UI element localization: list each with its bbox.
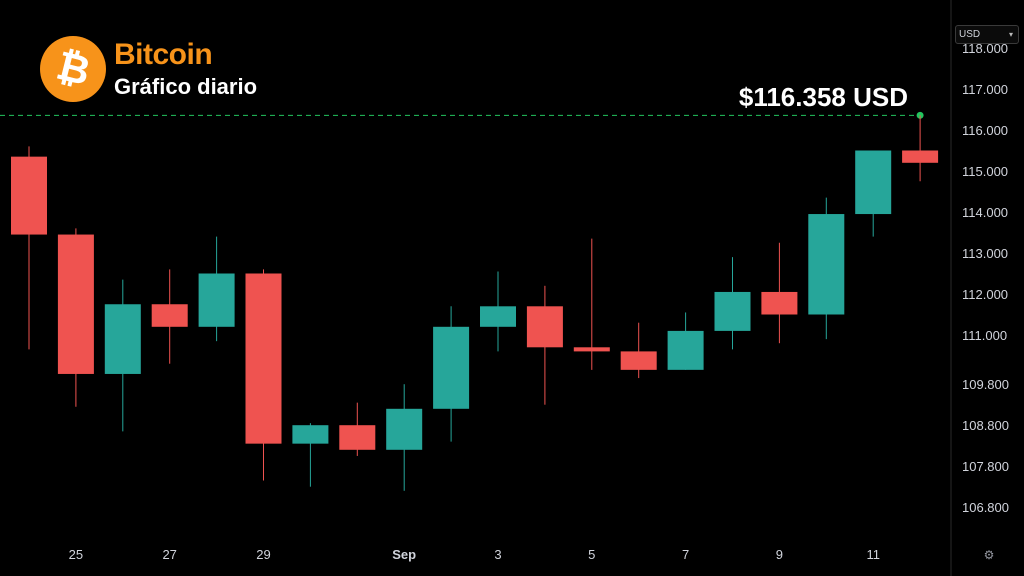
y-tick-label: 116.000 (962, 123, 1008, 138)
candle-body (620, 351, 657, 370)
candle (667, 312, 704, 370)
candle (339, 402, 376, 456)
candle-body (761, 291, 798, 315)
candle (57, 228, 94, 407)
candle (573, 238, 610, 370)
candle (11, 146, 47, 350)
candle (151, 269, 188, 364)
candle (245, 269, 282, 481)
candle (386, 384, 423, 491)
candle (761, 242, 798, 344)
candle-body (386, 408, 423, 450)
y-tick-label: 113.000 (962, 246, 1008, 261)
currency-value: USD (959, 29, 981, 40)
x-tick-label: 7 (682, 547, 689, 562)
candle-body (151, 304, 188, 327)
y-tick-label: 106.800 (962, 500, 1009, 515)
x-tick-label: 25 (69, 547, 83, 562)
x-tick-label: 3 (494, 547, 501, 562)
candle (198, 236, 235, 342)
candle-body (104, 304, 141, 374)
candle-body (667, 330, 704, 370)
chart-subtitle: Gráfico diario (114, 74, 258, 99)
candle (480, 271, 516, 352)
y-tick-label: 112.000 (962, 287, 1008, 302)
candle (902, 115, 939, 182)
candle (433, 306, 470, 442)
chevron-down-icon: ▾ (1008, 30, 1013, 39)
y-tick-label: 114.000 (962, 205, 1008, 220)
y-tick-label: 109.800 (962, 377, 1009, 392)
currency-selector[interactable]: USD ▾ (955, 25, 1019, 44)
chart-title: Bitcoin (114, 38, 213, 71)
bitcoin-logo-icon: ₿ (40, 36, 106, 102)
y-tick-label: 115.000 (962, 164, 1008, 179)
y-tick-label: 117.000 (962, 82, 1008, 97)
candle-body (526, 306, 563, 348)
x-tick-label: 9 (776, 547, 783, 562)
candle (104, 279, 141, 432)
candle (808, 197, 845, 340)
candle-body (855, 150, 892, 215)
candle (714, 257, 751, 350)
candle-body (573, 347, 610, 352)
candle-body (11, 156, 47, 235)
x-tick-label: 11 (866, 547, 880, 562)
y-tick-label: 108.800 (962, 418, 1009, 433)
gear-icon[interactable]: ⚙ (983, 548, 995, 562)
candle-body (57, 234, 94, 374)
time-axis[interactable]: 25 27 29 Sep 3 5 7 9 11 (69, 547, 880, 562)
candle-body (433, 326, 470, 409)
candle (620, 322, 657, 379)
candles (11, 115, 939, 491)
x-tick-label: Sep (392, 547, 416, 562)
candle (292, 423, 329, 487)
candle (526, 285, 563, 405)
price-axis[interactable]: 106.800 107.800 108.800 109.800 111.000 112.0… (962, 41, 1009, 515)
x-tick-label: 27 (162, 547, 176, 562)
y-tick-label: 107.800 (962, 459, 1009, 474)
current-price-label: $116.358 USD (738, 82, 908, 112)
y-tick-label: 118.000 (962, 41, 1008, 56)
candle-body (480, 306, 516, 327)
candle-body (198, 273, 235, 327)
candle-body (714, 291, 751, 331)
candle-body (902, 150, 939, 163)
candle-body (245, 273, 282, 444)
x-tick-label: 29 (256, 547, 270, 562)
bitcoin-symbol: ₿ (51, 42, 95, 96)
y-tick-label: 111.000 (962, 328, 1007, 343)
candle-body (339, 425, 376, 450)
candle-body (808, 214, 845, 315)
x-tick-label: 5 (588, 547, 595, 562)
candle-body (292, 425, 329, 444)
candle (855, 150, 892, 237)
